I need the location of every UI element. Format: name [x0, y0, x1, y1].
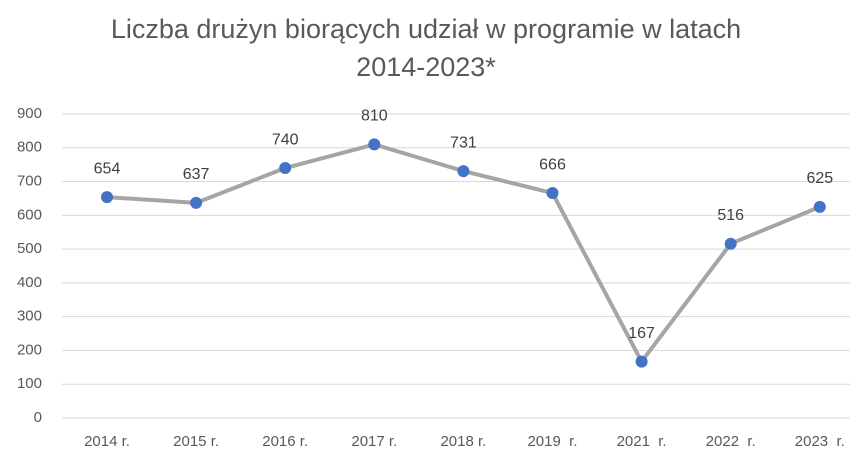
data-point — [101, 191, 113, 204]
y-tick-label: 800 — [17, 139, 42, 156]
data-label: 731 — [450, 134, 477, 151]
data-label: 625 — [806, 170, 833, 187]
y-tick-label: 0 — [34, 409, 42, 426]
x-tick-label: 2015 r. — [173, 433, 219, 450]
data-label: 740 — [272, 131, 299, 148]
y-tick-label: 900 — [17, 105, 42, 122]
data-label: 666 — [539, 156, 566, 173]
x-tick-label: 2019 r. — [527, 433, 577, 450]
y-tick-label: 200 — [17, 341, 42, 358]
data-point — [190, 196, 203, 209]
y-tick-label: 600 — [17, 206, 42, 223]
x-tick-label: 2023 r. — [795, 433, 845, 450]
y-tick-label: 500 — [17, 240, 42, 257]
data-point — [457, 165, 470, 178]
chart-title: Liczba drużyn biorących udział w program… — [110, 14, 742, 82]
y-tick-label: 100 — [17, 375, 42, 392]
y-tick-label: 300 — [17, 308, 42, 325]
data-label: 810 — [361, 108, 388, 125]
x-tick-label: 2021 r. — [617, 433, 667, 450]
y-tick-label: 400 — [17, 274, 42, 291]
data-label: 654 — [94, 160, 121, 177]
x-tick-label: 2017 r. — [351, 433, 397, 450]
data-label: 637 — [183, 166, 210, 183]
y-tick-label: 700 — [17, 173, 42, 190]
data-point — [724, 237, 737, 250]
x-tick-label: 2014 r. — [84, 433, 130, 450]
data-point — [635, 355, 648, 368]
data-point — [813, 200, 826, 213]
data-point — [546, 187, 559, 200]
data-point — [368, 138, 381, 151]
x-tick-label: 2018 r. — [440, 433, 486, 450]
data-label: 516 — [717, 207, 744, 224]
data-label: 167 — [628, 325, 655, 342]
x-tick-label: 2016 r. — [262, 433, 308, 450]
x-tick-label: 2022 r. — [706, 433, 756, 450]
data-point — [279, 162, 292, 175]
